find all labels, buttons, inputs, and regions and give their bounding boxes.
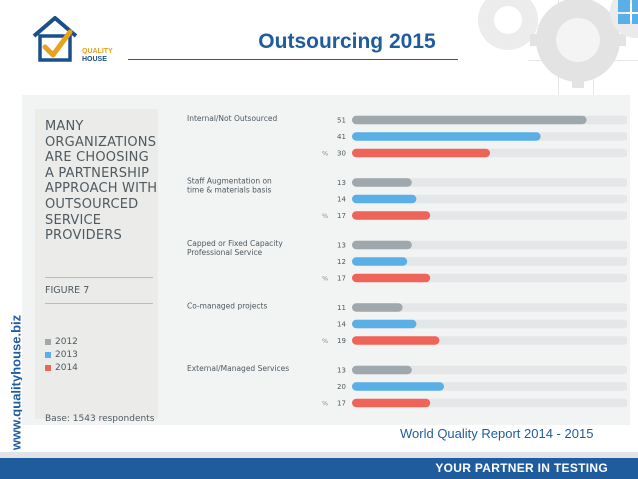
side-url: www.qualityhouse.biz: [1, 310, 24, 460]
category-label: Internal/Not Outsourced: [187, 114, 277, 123]
heading-line: MANY: [45, 119, 84, 134]
legend-swatch: [45, 351, 51, 358]
category-label: Co-managed projects: [187, 302, 267, 311]
category-label: time & materials basis: [187, 186, 272, 195]
category-label: Capped or Fixed Capacity: [187, 239, 283, 248]
value-label: 19: [337, 337, 346, 345]
legend-item: 2013: [45, 348, 78, 361]
value-label: 13: [337, 367, 346, 375]
footer-bar: [0, 458, 638, 479]
divider: [45, 277, 153, 278]
heading-line: ORGANIZATIONS: [45, 134, 157, 150]
bar-2012: [352, 365, 412, 375]
value-label: 13: [337, 242, 346, 250]
percent-marker: %: [322, 337, 328, 345]
legend-item: 2012: [45, 335, 78, 348]
value-label: 14: [337, 321, 346, 329]
value-label: 30: [337, 150, 346, 158]
source-note: World Quality Report 2014 - 2015: [400, 426, 594, 441]
bar-2014: [352, 336, 440, 345]
bar-2012: [352, 178, 412, 187]
bar-2013: [352, 319, 417, 329]
chart-panel: MANY ORGANIZATIONS ARE CHOOSING A PARTNE…: [22, 95, 630, 425]
bar-2012: [352, 303, 403, 312]
divider: [45, 303, 153, 304]
figure-heading: MANY ORGANIZATIONS ARE CHOOSING A PARTNE…: [45, 119, 165, 244]
legend-label: 2012: [55, 336, 78, 347]
bar-chart: Internal/Not Outsourced 51 41 30% Staff Augm…: [187, 114, 627, 408]
base-note: Base: 1543 respondents: [45, 414, 155, 424]
heading-line: OUTSOURCED: [45, 196, 139, 212]
value-label: 13: [337, 179, 346, 187]
value-label: 17: [337, 275, 346, 283]
value-label: 14: [337, 196, 346, 204]
legend-swatch: [45, 338, 51, 345]
percent-marker: %: [322, 275, 328, 283]
category-label: Staff Augmentation on: [187, 177, 272, 186]
value-label: 11: [337, 304, 346, 312]
figure-info-box: MANY ORGANIZATIONS ARE CHOOSING A PARTNE…: [35, 109, 158, 424]
value-label: 41: [337, 133, 346, 141]
bar-2013: [352, 194, 417, 204]
bar-track: [352, 194, 627, 204]
bar-track: [352, 319, 627, 329]
bar-2014: [352, 211, 431, 220]
bar-2014: [352, 398, 431, 408]
page-title: Outsourcing 2015: [258, 30, 436, 53]
logo: QUALITY HOUSE: [30, 14, 140, 66]
bar-2013: [352, 382, 444, 391]
bar-2013: [352, 132, 541, 141]
value-label: 17: [337, 212, 346, 220]
bar-2012: [352, 240, 412, 250]
gears-decoration: [408, 0, 638, 95]
logo-line2: HOUSE: [82, 56, 107, 63]
bar-2014: [352, 273, 431, 283]
footer-tagline: YOUR PARTNER IN TESTING: [435, 461, 608, 475]
percent-marker: %: [322, 150, 328, 158]
legend-label: 2014: [55, 362, 78, 373]
bar-track: [352, 240, 627, 250]
bar-2014: [352, 148, 490, 158]
heading-line: A PARTNERSHIP: [45, 165, 150, 181]
bar-2012: [352, 115, 587, 125]
bar-track: [352, 365, 627, 375]
percent-marker: %: [322, 400, 328, 408]
heading-line: APPROACH WITH: [45, 181, 158, 197]
footer-stripe: [0, 452, 638, 458]
figure-label: FIGURE 7: [45, 285, 90, 296]
heading-line: SERVICE PROVIDERS: [45, 212, 122, 244]
category-label: External/Managed Services: [187, 364, 289, 373]
bar-track: [352, 178, 627, 187]
value-label: 12: [337, 258, 346, 266]
house-check-icon: [32, 16, 78, 62]
percent-marker: %: [322, 212, 328, 220]
logo-text: QUALITY HOUSE: [82, 48, 113, 64]
legend-item: 2014: [45, 361, 78, 374]
value-label: 51: [337, 117, 346, 125]
bar-track: [352, 257, 627, 266]
value-label: 20: [337, 383, 346, 391]
legend-label: 2013: [55, 349, 78, 360]
value-label: 17: [337, 400, 346, 408]
logo-line1: QUALITY: [82, 48, 113, 55]
legend-swatch: [45, 364, 51, 371]
title-rule: [128, 59, 458, 60]
bar-2013: [352, 257, 408, 266]
category-label: Professional Service: [187, 248, 263, 257]
bar-track: [352, 303, 627, 312]
heading-line: ARE CHOOSING: [45, 150, 149, 166]
legend: 2012 2013 2014: [45, 335, 78, 374]
